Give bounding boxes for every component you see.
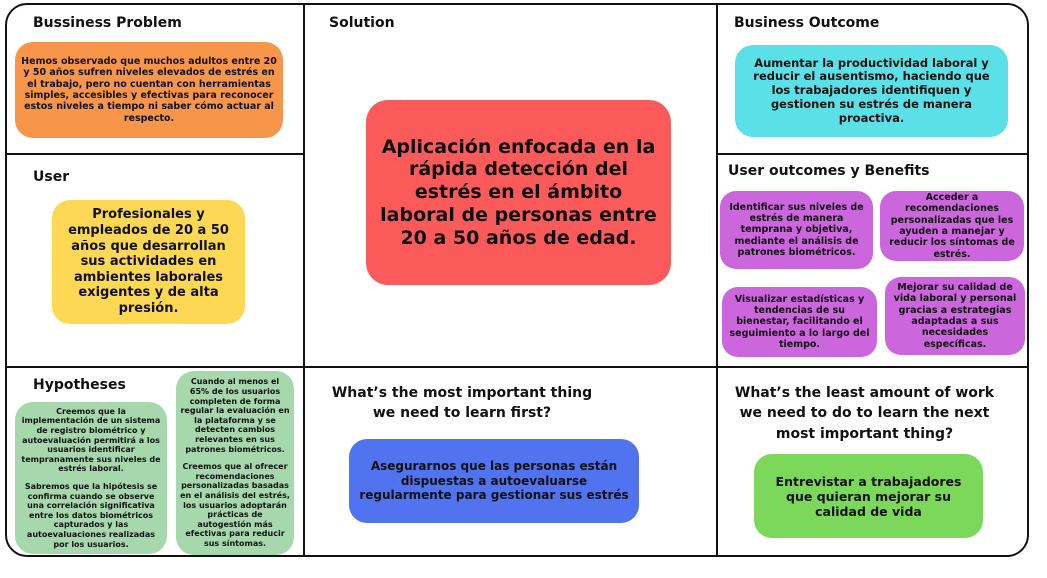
learn-first-note: Asegurarnos que las personas están dispu… [349,439,639,523]
learn-first-text: Asegurarnos que las personas están dispu… [359,459,629,503]
hypothesis-text: Cuando al menos el 65% de los usuarios c… [180,377,290,454]
user-text: Profesionales y empleados de 20 a 50 año… [68,207,229,316]
business-problem-title: Bussiness Problem [33,15,182,31]
benefit-text: Visualizar estadísticas y tendencias de … [729,293,870,351]
user-outcomes-title: User outcomes y Benefits [728,163,930,179]
benefit-note: Mejorar su calidad de vida laboral y per… [885,277,1025,355]
least-work-text: Entrevistar a trabajadores que quieran m… [775,473,962,519]
business-outcome-text: Aumentar la productividad laboral y redu… [753,55,990,125]
benefit-note: Identificar sus niveles de estrés de man… [720,191,873,269]
divider-horizontal-bottom [7,366,1027,368]
benefit-text: Acceder a recomendaciones personalizadas… [889,191,1015,260]
business-outcome-title: Business Outcome [734,15,880,31]
divider-horizontal-right [716,153,1027,155]
user-title: User [33,169,70,185]
divider-vertical-right [716,5,718,555]
divider-vertical-left [303,5,305,555]
user-note: Profesionales y empleados de 20 a 50 año… [52,200,245,324]
hypothesis-text: Creemos que al ofrecer recomendaciones p… [180,462,290,548]
least-work-title: What’s the least amount of work we need … [734,385,995,442]
hypotheses-title: Hypotheses [33,377,126,393]
business-problem-text: Hemos observado que muchos adultos entre… [21,55,277,124]
solution-title: Solution [329,15,395,31]
divider-horizontal-left [7,153,304,155]
benefit-note: Acceder a recomendaciones personalizadas… [880,191,1024,261]
hypothesis-text: Sabremos que la hipótesis se confirma cu… [24,482,158,549]
business-problem-note: Hemos observado que muchos adultos entre… [15,42,283,138]
hypothesis-note-left: Creemos que la implementación de un sist… [15,402,167,554]
benefit-text: Mejorar su calidad de vida laboral y per… [893,281,1017,350]
business-outcome-note: Aumentar la productividad laboral y redu… [735,45,1008,137]
learn-first-title: What’s the most important thing we need … [331,385,593,422]
benefit-note: Visualizar estadísticas y tendencias de … [722,287,877,357]
hypothesis-note-right: Cuando al menos el 65% de los usuarios c… [176,371,294,555]
solution-text: Aplicación enfocada en la rápida detecci… [380,135,657,249]
lean-ux-canvas: Bussiness Problem Hemos observado que mu… [5,3,1029,557]
least-work-note: Entrevistar a trabajadores que quieran m… [754,454,983,538]
solution-note: Aplicación enfocada en la rápida detecci… [366,100,671,285]
benefit-text: Identificar sus niveles de estrés de man… [729,201,864,259]
hypothesis-text: Creemos que la implementación de un sist… [21,406,161,474]
